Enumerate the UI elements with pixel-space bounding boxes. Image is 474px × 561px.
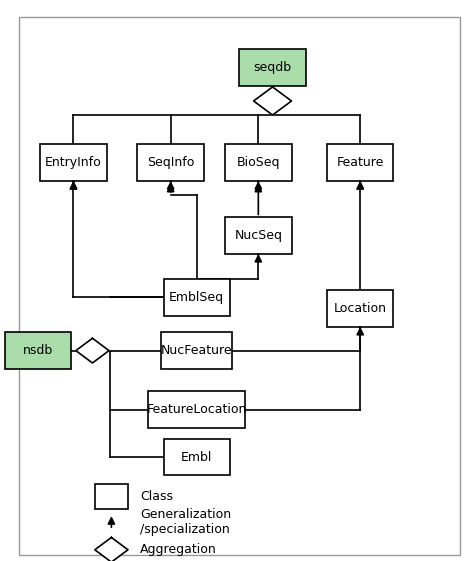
Bar — [225, 145, 292, 181]
Text: SeqInfo: SeqInfo — [147, 156, 194, 169]
Text: Feature: Feature — [337, 156, 384, 169]
Text: NucSeq: NucSeq — [234, 229, 283, 242]
Polygon shape — [76, 338, 109, 363]
Text: EntryInfo: EntryInfo — [45, 156, 102, 169]
Text: BioSeq: BioSeq — [237, 156, 280, 169]
Text: Embl: Embl — [181, 450, 212, 464]
Text: Class: Class — [140, 490, 173, 503]
Polygon shape — [95, 537, 128, 561]
Bar — [327, 291, 393, 327]
Text: seqdb: seqdb — [254, 61, 292, 74]
Text: EmblSeq: EmblSeq — [169, 291, 224, 304]
Polygon shape — [254, 87, 292, 115]
Text: Aggregation: Aggregation — [140, 543, 217, 557]
Bar — [225, 218, 292, 254]
Bar — [148, 392, 246, 427]
Bar — [137, 145, 204, 181]
Bar — [239, 49, 306, 86]
Text: Location: Location — [334, 302, 387, 315]
Bar — [327, 145, 393, 181]
Bar — [95, 484, 128, 509]
Bar — [5, 332, 71, 369]
Bar — [40, 145, 107, 181]
Bar — [161, 332, 232, 369]
Text: nsdb: nsdb — [23, 344, 53, 357]
Text: FeatureLocation: FeatureLocation — [146, 403, 247, 416]
Text: NucFeature: NucFeature — [161, 344, 233, 357]
Bar — [164, 279, 230, 315]
Bar — [164, 439, 230, 476]
Text: Generalization
/specialization: Generalization /specialization — [140, 508, 231, 536]
